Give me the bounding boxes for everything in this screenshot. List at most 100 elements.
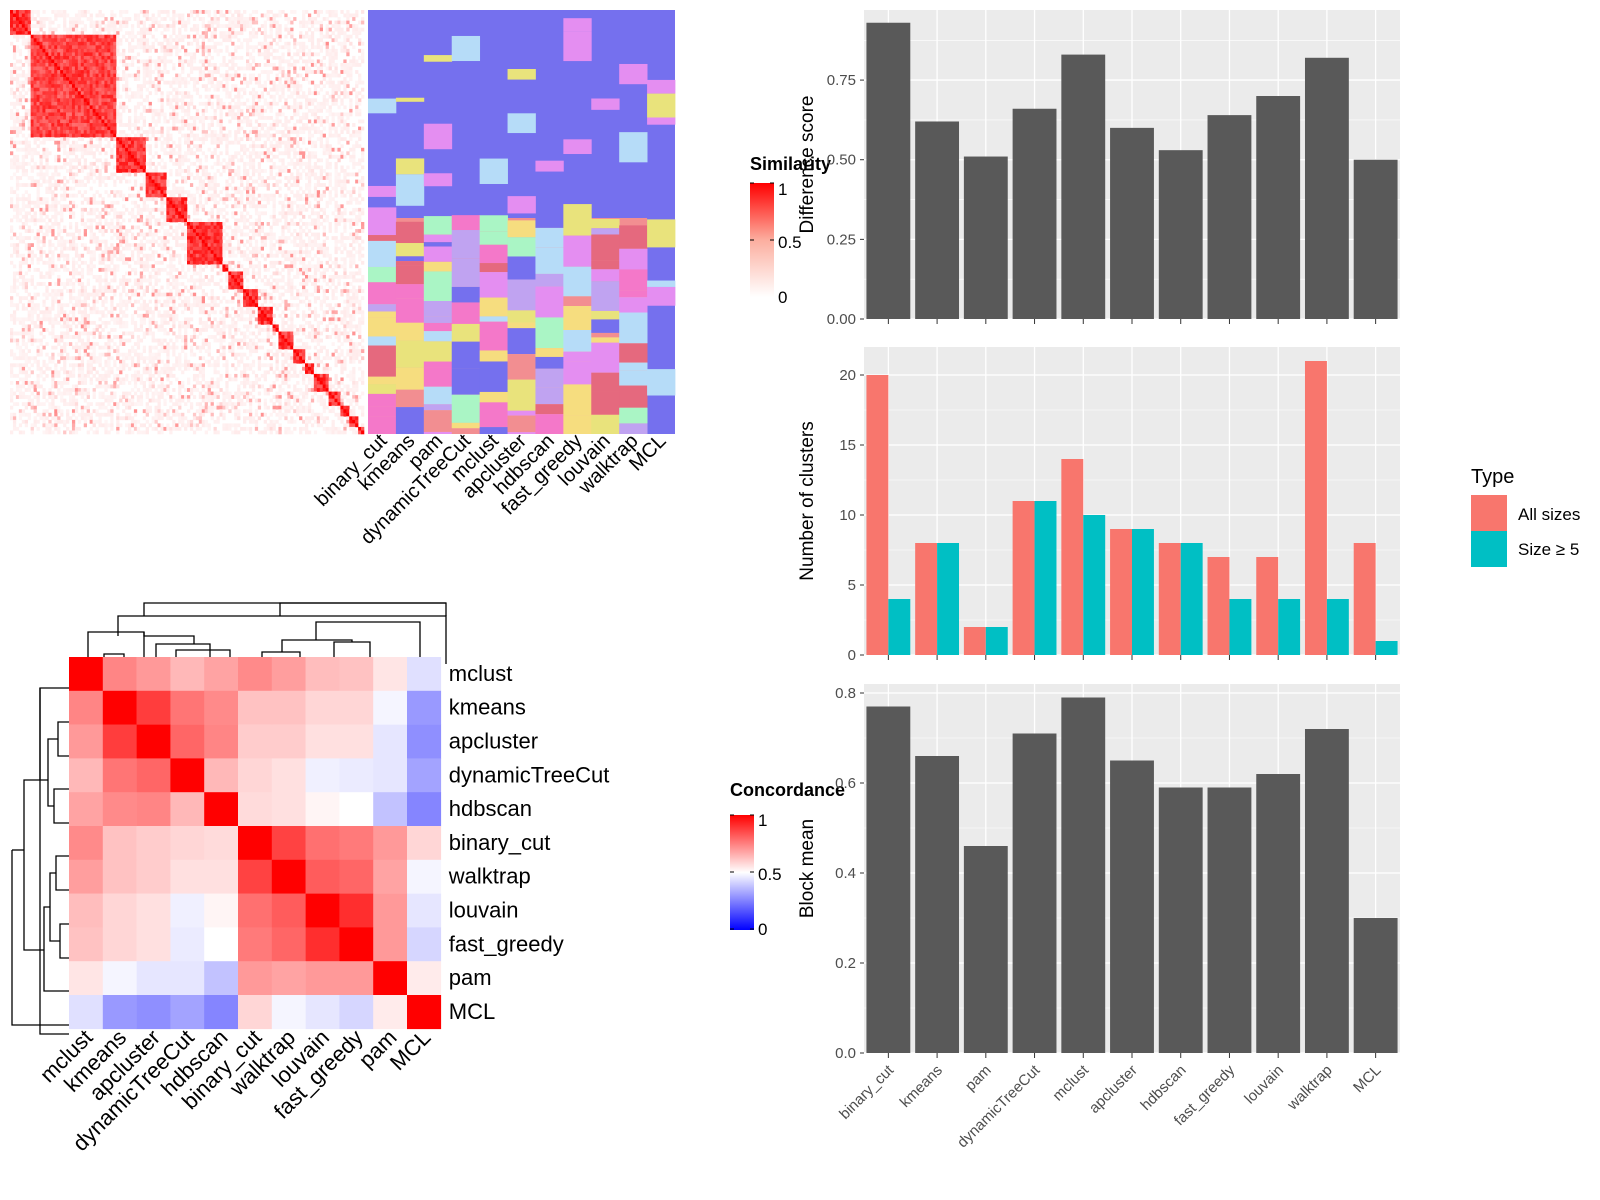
similarity-cell (246, 119, 250, 124)
similarity-cell (266, 176, 270, 180)
similarity-cell (54, 77, 58, 81)
similarity-cell (189, 101, 194, 106)
similarity-cell (80, 87, 85, 92)
similarity-cell (272, 197, 276, 202)
similarity-cell (57, 38, 61, 43)
similarity-cell (260, 222, 264, 226)
similarity-cell (74, 48, 79, 53)
similarity-cell (107, 112, 111, 117)
similarity-cell (86, 98, 90, 103)
similarity-cell (251, 130, 256, 134)
similarity-cell (313, 84, 318, 89)
similarity-cell (240, 112, 244, 117)
similarity-cell (24, 246, 28, 251)
similarity-cell (316, 13, 321, 18)
similarity-cell (307, 87, 312, 92)
similarity-cell (175, 101, 179, 106)
similarity-cell (51, 38, 55, 43)
similarity-cell (63, 24, 67, 28)
similarity-cell (310, 232, 315, 237)
similarity-cell (39, 84, 43, 89)
similarity-cell (337, 218, 341, 223)
similarity-cell (307, 130, 312, 134)
similarity-cell (95, 59, 99, 64)
similarity-cell (237, 24, 241, 28)
similarity-cell (307, 52, 312, 57)
similarity-cell (66, 239, 70, 244)
similarity-cell (251, 140, 256, 145)
similarity-cell (296, 73, 300, 78)
similarity-cell (39, 108, 43, 113)
similarity-cell (80, 200, 85, 205)
similarity-cell (80, 27, 85, 32)
similarity-cell (18, 207, 23, 212)
similarity-cell (15, 119, 20, 124)
similarity-cell (178, 190, 182, 195)
similarity-cell (113, 207, 117, 212)
similarity-cell (160, 225, 164, 230)
similarity-cell (192, 38, 197, 43)
similarity-cell (10, 116, 14, 120)
similarity-cell (213, 222, 217, 226)
similarity-cell (166, 229, 170, 233)
similarity-cell (122, 59, 126, 64)
similarity-cell (116, 236, 120, 240)
similarity-cell (272, 243, 276, 248)
similarity-cell (334, 20, 338, 25)
similarity-cell (63, 130, 67, 134)
similarity-cell (130, 38, 135, 43)
similarity-cell (293, 112, 297, 117)
similarity-cell (80, 165, 85, 170)
similarity-cell (328, 105, 332, 110)
similarity-cell (254, 218, 259, 223)
similarity-cell (30, 52, 34, 57)
similarity-cell (130, 123, 135, 127)
similarity-cell (204, 66, 208, 71)
similarity-cell (352, 211, 356, 216)
similarity-cell (18, 123, 23, 127)
similarity-cell (145, 214, 149, 219)
similarity-cell (18, 183, 23, 187)
similarity-cell (358, 229, 362, 233)
similarity-cell (83, 41, 87, 46)
similarity-cell (201, 17, 205, 21)
similarity-cell (116, 34, 120, 39)
similarity-cell (319, 10, 323, 14)
similarity-cell (139, 20, 144, 25)
similarity-cell (322, 77, 326, 81)
similarity-cell (178, 154, 182, 159)
similarity-cell (15, 108, 20, 113)
similarity-cell (27, 123, 31, 127)
similarity-cell (178, 204, 182, 209)
similarity-cell (207, 10, 211, 14)
similarity-cell (92, 154, 96, 159)
similarity-cell (307, 183, 312, 187)
similarity-cell (145, 27, 149, 32)
similarity-cell (358, 77, 362, 81)
similarity-cell (181, 63, 185, 67)
similarity-cell (154, 232, 158, 237)
similarity-cell (148, 172, 152, 177)
similarity-cell (163, 179, 167, 184)
similarity-cell (116, 119, 120, 124)
similarity-cell (296, 52, 300, 57)
similarity-cell (48, 243, 52, 248)
similarity-cell (219, 161, 223, 166)
similarity-cell (86, 119, 90, 124)
similarity-cell (281, 59, 285, 64)
similarity-cell (269, 236, 273, 240)
similarity-cell (107, 130, 111, 134)
similarity-cell (313, 183, 318, 187)
similarity-cell (57, 229, 61, 233)
similarity-cell (74, 108, 79, 113)
similarity-cell (60, 59, 64, 64)
similarity-cell (160, 130, 164, 134)
similarity-cell (284, 169, 288, 173)
similarity-cell (122, 232, 126, 237)
similarity-cell (343, 169, 347, 173)
similarity-cell (125, 239, 129, 244)
similarity-cell (346, 116, 350, 120)
similarity-cell (21, 27, 26, 32)
similarity-cell (358, 91, 362, 96)
similarity-cell (92, 20, 96, 25)
